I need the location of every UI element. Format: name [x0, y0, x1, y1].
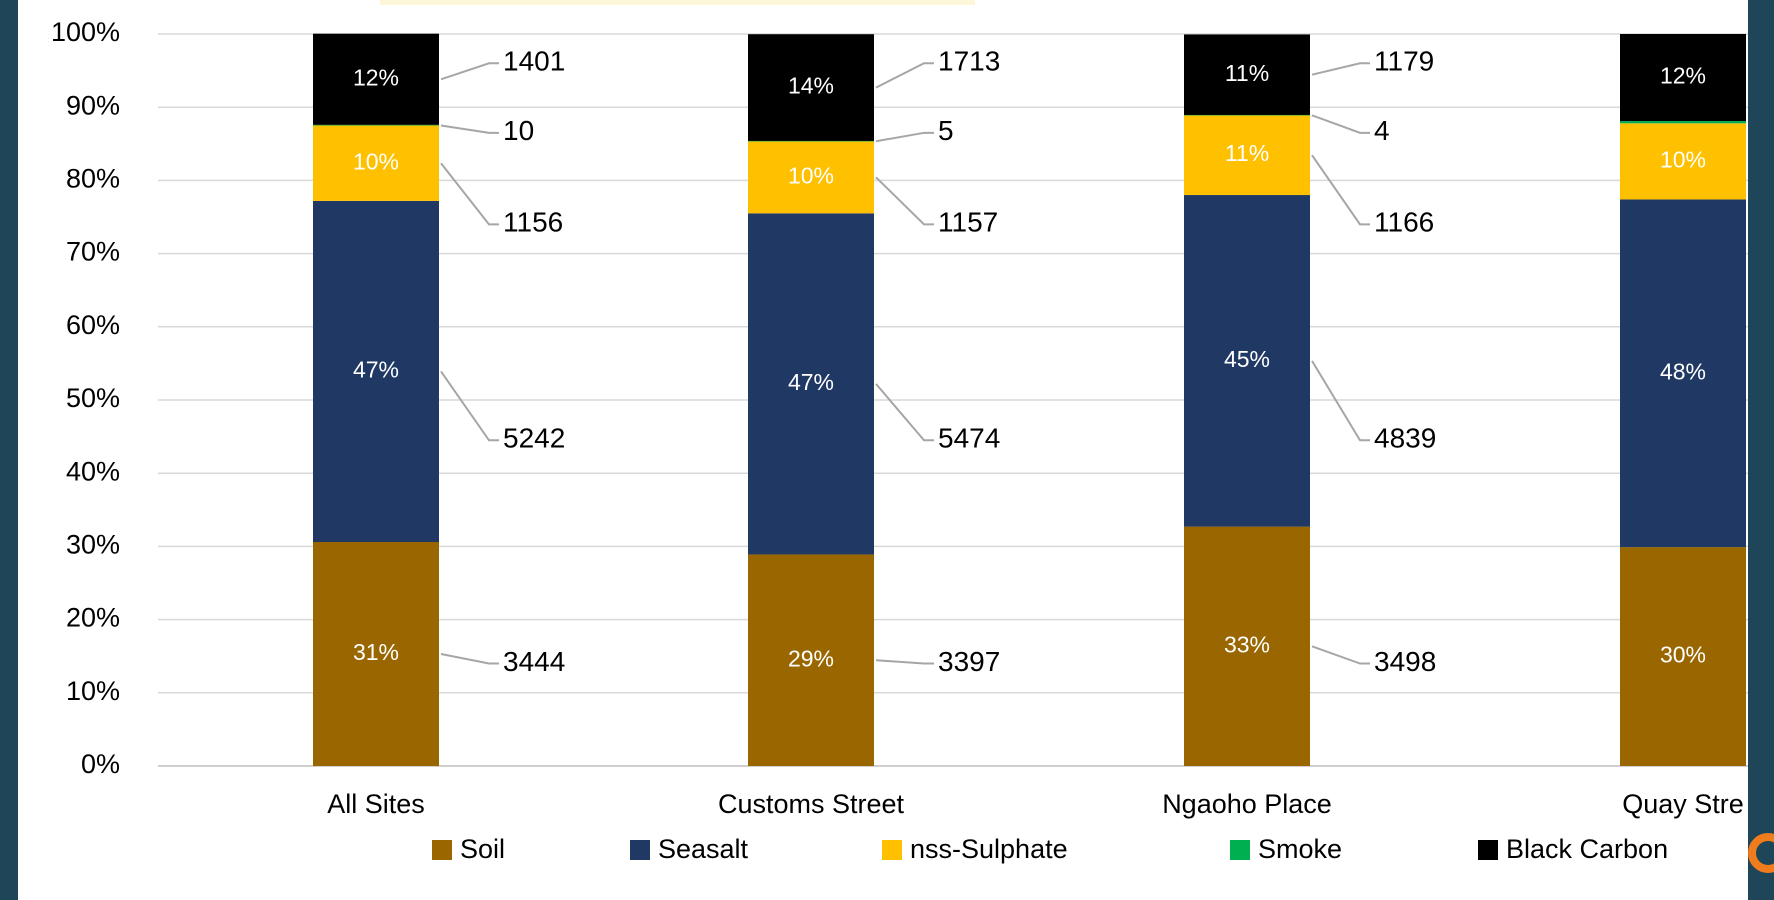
percent-label: 29% — [788, 645, 834, 671]
bar-segment — [748, 213, 874, 555]
y-tick-label: 20% — [66, 603, 120, 633]
y-tick-label: 90% — [66, 90, 120, 120]
bar-segment — [1620, 121, 1746, 124]
leader-line — [875, 176, 934, 226]
count-label: 5 — [938, 115, 954, 146]
percent-label: 48% — [1660, 358, 1706, 384]
leader-line — [1311, 154, 1370, 226]
x-tick-label: Quay Stre — [1622, 789, 1744, 819]
percent-label: 31% — [353, 639, 399, 665]
leader-line — [875, 131, 934, 143]
percent-label: 47% — [353, 357, 399, 383]
bar-segment — [313, 542, 439, 766]
bar-segment — [313, 124, 439, 126]
legend-swatch — [1478, 840, 1498, 860]
bar-segment — [1620, 547, 1746, 766]
count-label: 5242 — [503, 423, 565, 454]
percent-label: 10% — [788, 162, 834, 188]
bar-segment — [1184, 114, 1310, 116]
legend-swatch — [1230, 840, 1250, 860]
y-tick-label: 80% — [66, 164, 120, 194]
percent-label: 11% — [1225, 60, 1269, 86]
legend-swatch — [432, 840, 452, 860]
y-tick-label: 50% — [66, 383, 120, 413]
y-tick-label: 40% — [66, 456, 120, 486]
count-label: 1713 — [938, 46, 1000, 77]
legend-label: Seasalt — [658, 834, 749, 864]
bar-segment — [1184, 34, 1310, 115]
plot-panel — [18, 0, 1748, 900]
y-tick-label: 30% — [66, 530, 120, 560]
count-label: 5474 — [938, 423, 1000, 454]
count-label: 10 — [503, 115, 534, 146]
bar-segment — [1620, 123, 1746, 200]
percent-label: 45% — [1224, 346, 1270, 372]
bar-segment — [748, 554, 874, 766]
leader-line — [1311, 645, 1370, 665]
count-label: 1166 — [1374, 207, 1434, 238]
logo-mark — [1748, 833, 1774, 873]
legend-swatch — [882, 840, 902, 860]
bar-segment — [1620, 34, 1746, 122]
count-label: 1401 — [503, 46, 565, 77]
count-label: 4 — [1374, 115, 1390, 146]
x-tick-label: All Sites — [327, 789, 425, 819]
count-label: 4839 — [1374, 423, 1436, 454]
y-tick-label: 60% — [66, 310, 120, 340]
bar-segment — [748, 34, 874, 141]
count-label: 1156 — [503, 207, 563, 238]
legend-label: Black Carbon — [1506, 834, 1668, 864]
percent-label: 30% — [1660, 642, 1706, 668]
leader-line — [440, 162, 499, 226]
y-tick-label: 70% — [66, 237, 120, 267]
bar-segment — [1184, 195, 1310, 527]
bar-segment — [748, 141, 874, 214]
percent-label: 14% — [788, 73, 834, 99]
leader-line — [440, 124, 499, 134]
leader-line — [875, 659, 934, 665]
y-tick-label: 0% — [81, 749, 120, 779]
bar-segment — [748, 140, 874, 142]
leader-line — [1311, 114, 1370, 134]
x-tick-label: Ngaoho Place — [1162, 789, 1332, 819]
leader-line — [1311, 62, 1370, 76]
leader-line — [875, 383, 934, 442]
percent-label: 11% — [1225, 140, 1269, 166]
percent-label: 10% — [353, 148, 399, 174]
percent-label: 12% — [353, 64, 399, 90]
count-label: 1179 — [1374, 46, 1434, 77]
leader-line — [440, 653, 499, 665]
percent-label: 10% — [1660, 146, 1706, 172]
x-tick-label: Customs Street — [718, 789, 905, 819]
legend-label: Smoke — [1258, 834, 1342, 864]
y-tick-label: 100% — [51, 17, 120, 47]
percent-label: 33% — [1224, 631, 1270, 657]
count-label: 1157 — [938, 207, 998, 238]
leader-line — [440, 62, 499, 81]
count-label: 3397 — [938, 646, 1000, 677]
bar-segment — [313, 125, 439, 201]
bar-segment — [1184, 526, 1310, 766]
percent-label: 12% — [1660, 63, 1706, 89]
leader-line — [440, 370, 499, 442]
legend-swatch — [630, 840, 650, 860]
count-label: 3498 — [1374, 646, 1436, 677]
percent-label: 47% — [788, 369, 834, 395]
bar-segment — [1620, 199, 1746, 548]
leader-line — [1311, 360, 1370, 442]
count-label: 3444 — [503, 646, 565, 677]
bar-segment — [1184, 115, 1310, 196]
legend-label: nss-Sulphate — [910, 834, 1068, 864]
y-tick-label: 10% — [66, 676, 120, 706]
top-strip — [380, 0, 975, 5]
bar-segment — [313, 33, 439, 125]
leader-line — [875, 62, 934, 89]
legend-label: Soil — [460, 834, 505, 864]
bar-segment — [313, 200, 439, 543]
